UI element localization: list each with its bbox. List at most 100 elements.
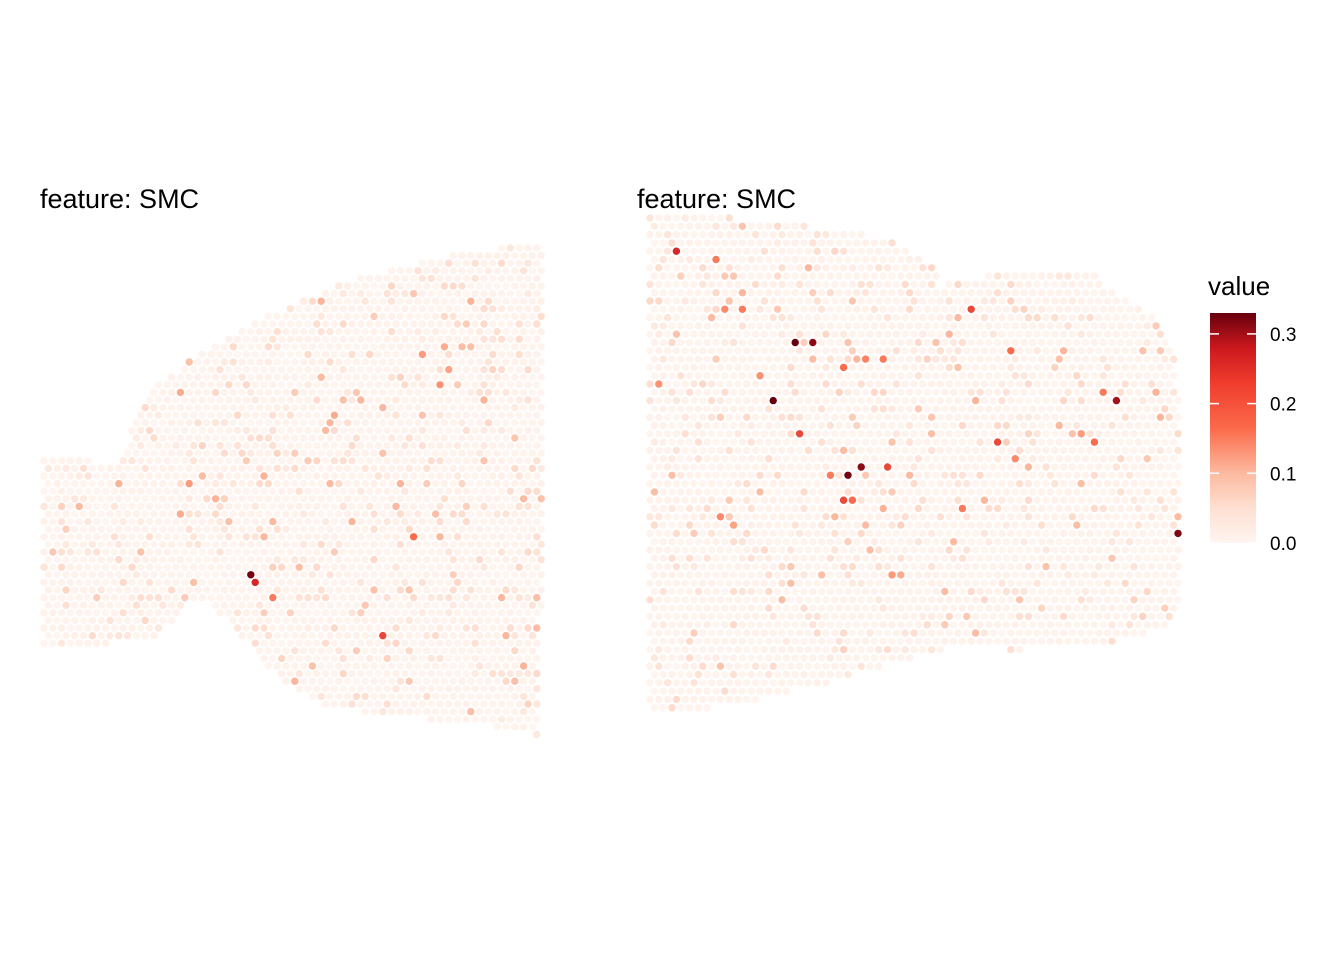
spot bbox=[1051, 280, 1059, 289]
spot bbox=[119, 502, 127, 511]
spot bbox=[79, 586, 88, 594]
spot bbox=[694, 355, 703, 363]
spot bbox=[699, 230, 707, 239]
spot bbox=[655, 396, 663, 405]
spot bbox=[304, 305, 312, 313]
spot bbox=[778, 330, 786, 338]
spot bbox=[1055, 388, 1063, 396]
spot bbox=[1015, 479, 1024, 488]
spot bbox=[493, 358, 501, 366]
spot bbox=[989, 562, 997, 571]
spot bbox=[672, 446, 681, 455]
spot bbox=[853, 455, 861, 463]
spot bbox=[123, 495, 132, 503]
spot bbox=[506, 654, 515, 663]
spot bbox=[299, 434, 308, 442]
spot bbox=[198, 563, 207, 571]
spot bbox=[760, 562, 769, 571]
spot bbox=[387, 388, 396, 397]
spot bbox=[1073, 372, 1081, 380]
spot bbox=[396, 647, 405, 655]
spot bbox=[1103, 562, 1112, 571]
spot bbox=[800, 305, 808, 313]
spot bbox=[1156, 363, 1165, 372]
spot bbox=[445, 320, 453, 328]
spot bbox=[462, 715, 471, 723]
spot bbox=[484, 449, 493, 457]
spot bbox=[787, 230, 795, 239]
spot bbox=[668, 488, 676, 496]
spot bbox=[229, 419, 237, 427]
spot bbox=[453, 320, 462, 328]
spot bbox=[330, 624, 339, 632]
spot bbox=[115, 479, 123, 488]
spot bbox=[800, 272, 808, 280]
spot bbox=[475, 707, 484, 716]
spot bbox=[273, 343, 281, 351]
spot bbox=[264, 419, 273, 427]
spot bbox=[418, 411, 427, 419]
spot bbox=[357, 624, 365, 632]
spot bbox=[445, 502, 453, 511]
spot bbox=[475, 662, 484, 670]
spot bbox=[414, 343, 422, 351]
spot bbox=[137, 517, 145, 526]
spot bbox=[1134, 388, 1143, 396]
spot bbox=[677, 554, 685, 562]
spot bbox=[910, 513, 918, 521]
spot bbox=[839, 496, 848, 504]
spot bbox=[817, 538, 826, 546]
spot bbox=[62, 540, 70, 549]
spot bbox=[519, 616, 528, 625]
spot bbox=[75, 487, 83, 495]
spot bbox=[533, 730, 541, 739]
spot bbox=[681, 546, 689, 554]
spot bbox=[848, 297, 857, 305]
spot bbox=[524, 563, 532, 571]
spot bbox=[436, 305, 444, 313]
spot bbox=[941, 372, 949, 380]
spot bbox=[707, 280, 716, 289]
spot bbox=[729, 521, 738, 529]
spot bbox=[650, 372, 659, 380]
spot bbox=[198, 487, 207, 495]
spot bbox=[383, 365, 391, 374]
spot bbox=[1024, 280, 1033, 289]
spot bbox=[282, 631, 290, 640]
spot bbox=[1117, 338, 1125, 347]
spot bbox=[392, 517, 400, 526]
spot bbox=[343, 282, 352, 290]
spot bbox=[941, 338, 949, 347]
spot bbox=[1020, 471, 1028, 479]
spot bbox=[418, 624, 427, 632]
spot bbox=[1121, 546, 1129, 554]
spot bbox=[537, 434, 545, 442]
spot bbox=[778, 230, 786, 239]
spot bbox=[326, 434, 334, 442]
spot bbox=[756, 538, 764, 546]
spot bbox=[875, 347, 883, 355]
spot bbox=[1152, 355, 1160, 363]
spot bbox=[154, 548, 163, 556]
spot bbox=[321, 639, 330, 647]
spot bbox=[800, 289, 808, 297]
spot bbox=[875, 513, 883, 521]
spot bbox=[787, 496, 795, 504]
spot bbox=[533, 441, 541, 450]
spot bbox=[458, 540, 466, 549]
spot bbox=[502, 540, 510, 549]
spot bbox=[1020, 438, 1028, 446]
spot bbox=[1081, 289, 1090, 297]
spot bbox=[423, 373, 431, 381]
spot bbox=[396, 267, 405, 275]
spot bbox=[773, 521, 782, 529]
spot bbox=[106, 464, 114, 473]
spot bbox=[897, 455, 905, 463]
spot bbox=[225, 563, 233, 571]
spot bbox=[1068, 313, 1077, 322]
spot bbox=[137, 502, 145, 511]
spot bbox=[343, 692, 352, 701]
spot bbox=[269, 624, 277, 632]
spot bbox=[269, 381, 277, 389]
spot bbox=[462, 624, 471, 632]
